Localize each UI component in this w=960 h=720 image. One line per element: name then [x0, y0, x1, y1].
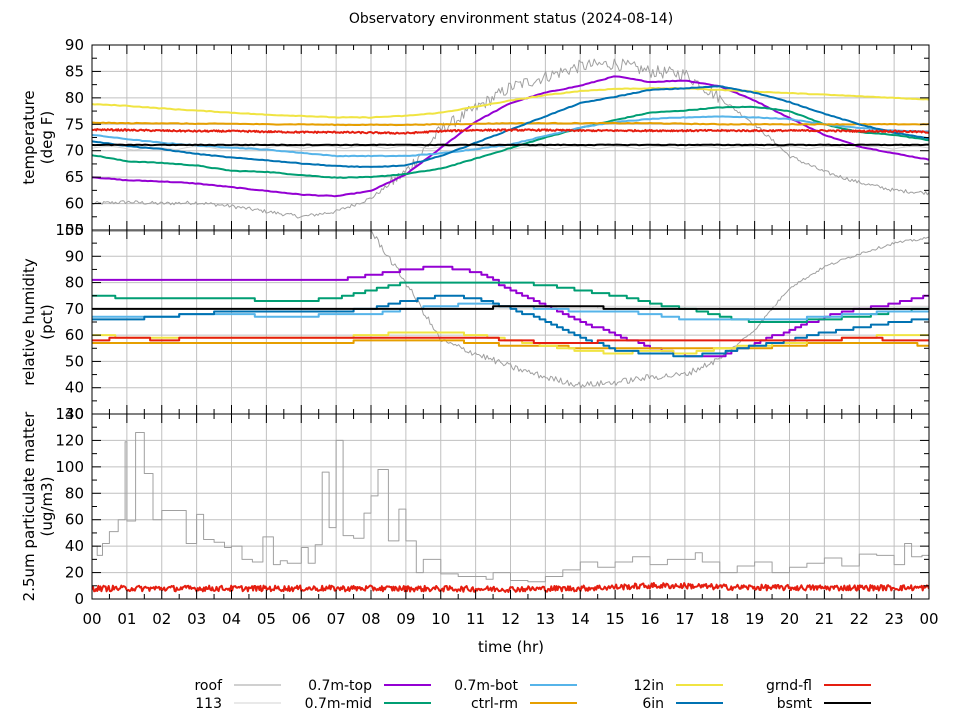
x-tick-label: 19 [745, 610, 764, 628]
chart-title: Observatory environment status (2024-08-… [349, 11, 673, 27]
series-line-temperature-0.7m-mid [92, 105, 929, 179]
x-tick-label: 12 [501, 610, 520, 628]
x-tick-label: 11 [466, 610, 485, 628]
x-tick-label: 06 [292, 610, 311, 628]
legend-label: ctrl-rm [471, 696, 518, 712]
series-line-temperature-grnd-fl [92, 128, 929, 135]
y-tick-label-humidity: 50 [65, 352, 84, 370]
x-tick-label: 05 [257, 610, 276, 628]
x-tick-label: 07 [327, 610, 346, 628]
x-tick-label: 18 [710, 610, 729, 628]
y-axis-label-pm25: (ug/m3) [38, 477, 56, 537]
legend-label: 113 [195, 696, 222, 712]
y-axis-label-temperature: temperature [20, 90, 38, 184]
legend-label: bsmt [777, 696, 813, 712]
legend-label: 6in [642, 696, 664, 712]
y-tick-label-pm25: 40 [65, 537, 84, 555]
x-tick-label: 00 [919, 610, 938, 628]
series-line-humidity-bsmt [92, 305, 929, 310]
y-tick-label-temperature: 60 [65, 195, 84, 213]
x-tick-label: 01 [117, 610, 136, 628]
y-tick-label-temperature: 70 [65, 142, 84, 160]
legend: roof 113 0.7m-top 0.7m-mid 0.7m-bot ctrl-rm 12… [194, 678, 871, 712]
y-tick-label-pm25: 60 [65, 511, 84, 529]
x-tick-label: 04 [222, 610, 241, 628]
legend-label: 0.7m-mid [305, 696, 372, 712]
series-line-pm25-grnd-fl [92, 582, 929, 593]
series-line-pm25-roof [92, 432, 929, 583]
x-tick-label: 20 [780, 610, 799, 628]
legend-label: grnd-fl [766, 678, 812, 694]
y-tick-label-temperature: 80 [65, 89, 84, 107]
series-line-temperature-0.7m-top [92, 75, 929, 198]
y-tick-label-temperature: 85 [65, 62, 84, 80]
series-line-temperature-12in [92, 87, 929, 119]
series-line-humidity-ctrl-rm [92, 339, 929, 350]
y-tick-label-humidity: 100 [55, 221, 84, 239]
series-line-humidity-grnd-fl [92, 336, 929, 344]
y-tick-label-humidity: 70 [65, 300, 84, 318]
series-layer [92, 58, 929, 593]
x-tick-label: 09 [396, 610, 415, 628]
y-tick-label-humidity: 90 [65, 247, 84, 265]
x-tick-label: 10 [431, 610, 450, 628]
series-line-humidity-0.7m-top [92, 265, 929, 358]
y-axis-label-humidity: (pct) [38, 304, 56, 339]
panel-pm25 [92, 432, 929, 593]
y-tick-label-humidity: 60 [65, 326, 84, 344]
y-tick-label-pm25: 20 [65, 564, 84, 582]
legend-item-ctrl-rm: ctrl-rm [471, 696, 577, 712]
legend-item-roof: roof [194, 678, 281, 694]
y-tick-label-pm25: 80 [65, 484, 84, 502]
x-tick-label: 16 [640, 610, 659, 628]
y-axis-label-pm25: 2.5um particulate matter [20, 411, 38, 601]
labels-layer: Observatory environment status (2024-08-… [20, 11, 939, 656]
legend-item-0.7m-bot: 0.7m-bot [454, 678, 577, 694]
x-tick-label: 15 [606, 610, 625, 628]
legend-item-0.7m-mid: 0.7m-mid [305, 696, 431, 712]
legend-label: 12in [633, 678, 664, 694]
y-tick-label-pm25: 100 [55, 458, 84, 476]
frame-layer [91, 44, 930, 600]
x-tick-label: 14 [571, 610, 590, 628]
x-tick-label: 22 [850, 610, 869, 628]
y-tick-label-pm25: 120 [55, 431, 84, 449]
legend-label: 0.7m-top [308, 678, 372, 694]
panel-temperature [92, 58, 929, 219]
series-line-temperature-ctrl-rm [92, 121, 929, 127]
legend-item-6in: 6in [642, 696, 723, 712]
series-line-humidity-0.7m-mid [92, 281, 929, 323]
legend-label: roof [194, 678, 223, 694]
y-tick-label-overlap: 55 [65, 221, 84, 239]
legend-item-0.7m-top: 0.7m-top [308, 678, 431, 694]
legend-item-113: 113 [195, 696, 281, 712]
x-tick-label: 21 [815, 610, 834, 628]
y-tick-label-pm25: 140 [55, 405, 84, 423]
legend-label: 0.7m-bot [454, 678, 518, 694]
y-tick-label-temperature: 65 [65, 168, 84, 186]
legend-item-12in: 12in [633, 678, 723, 694]
x-tick-label: 00 [82, 610, 101, 628]
x-tick-label: 17 [675, 610, 694, 628]
series-line-temperature-roof [92, 58, 929, 219]
x-axis-label: time (hr) [478, 638, 544, 656]
y-axis-label-temperature: (deg F) [38, 111, 56, 164]
x-tick-label: 13 [536, 610, 555, 628]
series-line-temperature-bsmt [92, 143, 929, 147]
y-tick-label-temperature: 90 [65, 36, 84, 54]
x-tick-label: 02 [152, 610, 171, 628]
x-tick-label: 23 [885, 610, 904, 628]
y-tick-label-pm25: 0 [74, 590, 84, 608]
y-tick-label-humidity: 80 [65, 274, 84, 292]
y-axis-label-humidity: relative humidity [20, 258, 38, 386]
panel-humidity [92, 230, 929, 389]
legend-item-bsmt: bsmt [777, 696, 871, 712]
x-tick-label: 08 [361, 610, 380, 628]
y-tick-label-temperature: 75 [65, 115, 84, 133]
y-tick-label-humidity: 40 [65, 379, 84, 397]
legend-item-grnd-fl: grnd-fl [766, 678, 871, 694]
y-tick-label-overlap: 30 [65, 405, 84, 423]
x-tick-label: 03 [187, 610, 206, 628]
